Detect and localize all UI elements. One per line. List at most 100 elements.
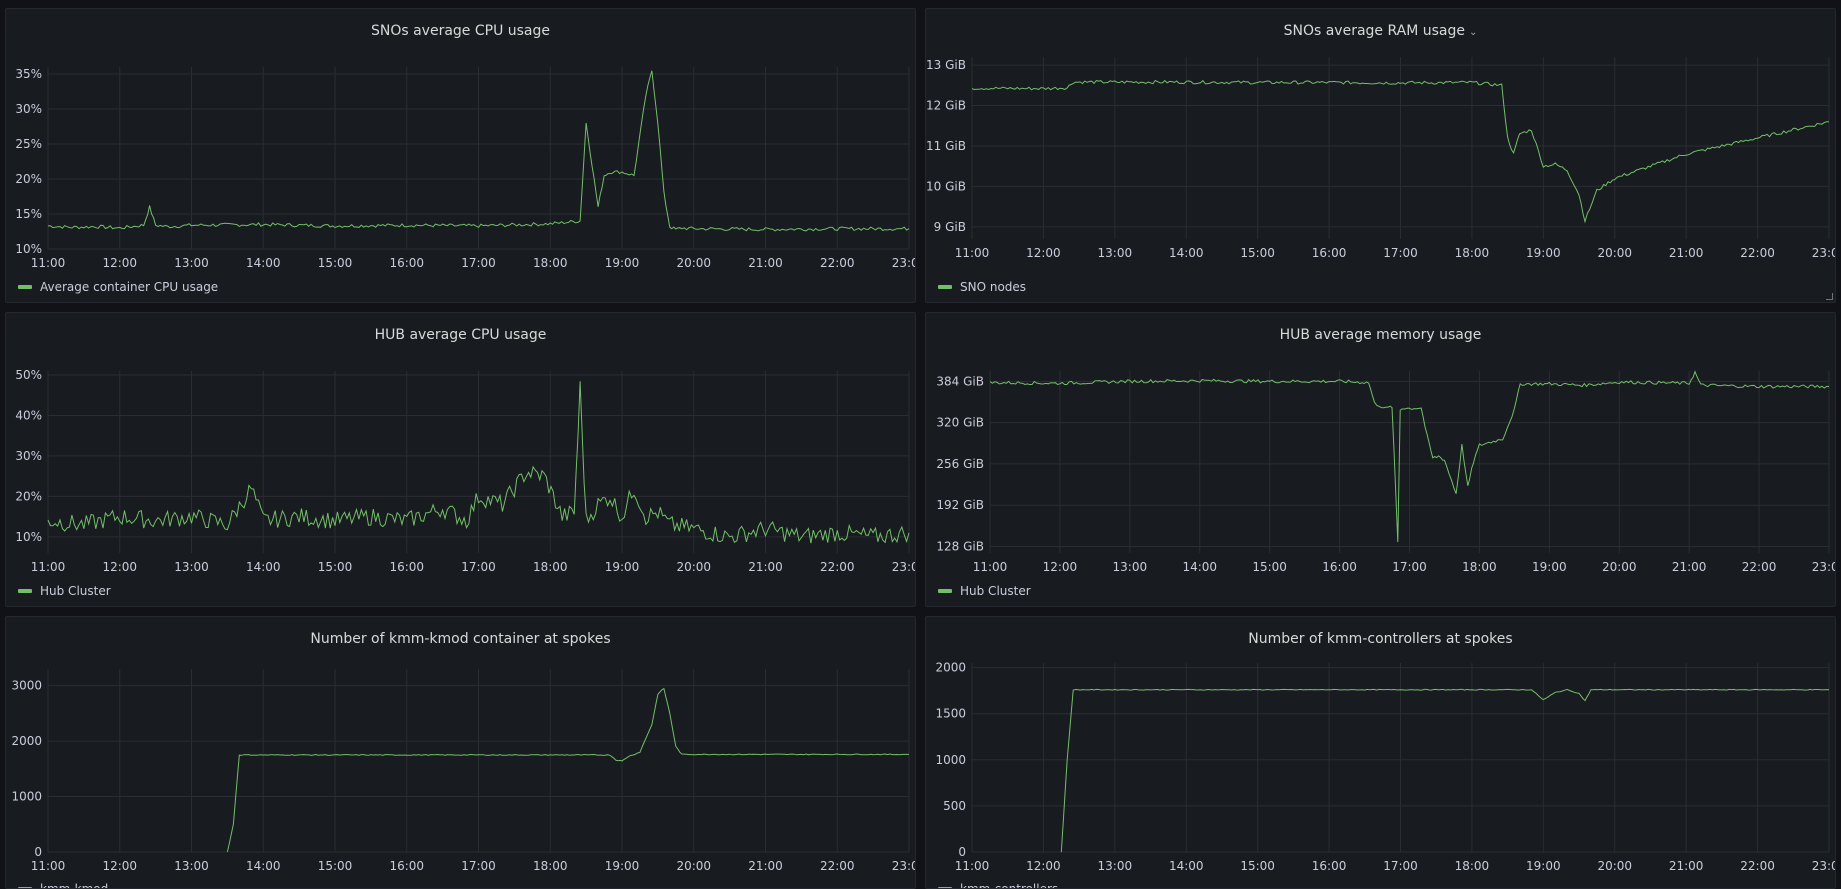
series-line [1060,688,1830,853]
x-tick-label: 16:00 [389,256,424,270]
panel-kmm-controllers[interactable]: Number of kmm-controllers at spokes 11:0… [925,616,1836,889]
y-tick-label: 320 GiB [936,416,984,430]
panel-kmm-kmod[interactable]: Number of kmm-kmod container at spokes 1… [5,616,916,889]
x-tick-label: 22:00 [820,256,855,270]
panel-snos-cpu[interactable]: SNOs average CPU usage 11:00 12:00 13:00 14… [5,8,916,303]
x-tick-label: 21:00 [1669,859,1704,873]
chart-snos-cpu: 11:00 12:00 13:00 14:00 15:00 16:00 17:00 18:00… [15,67,916,270]
x-tick-label: 11:00 [973,560,1008,574]
x-tick-label: 14:00 [246,560,281,574]
x-tick-label: 23:00 [892,560,916,574]
resize-handle[interactable] [1826,293,1833,300]
y-tick-label: 15% [15,207,42,221]
legend[interactable]: Average container CPU usage [18,280,218,294]
legend-label: Average container CPU usage [40,280,219,294]
legend[interactable]: Hub Cluster [938,584,1031,598]
y-tick-label: 25% [15,137,42,151]
x-tick-label: 12:00 [102,560,137,574]
x-tick-label: 18:00 [533,256,568,270]
x-tick-label: 20:00 [676,560,711,574]
legend[interactable]: kmm-controllers [938,882,1058,888]
legend-swatch [18,887,32,888]
x-tick-label: 12:00 [102,256,137,270]
x-tick-label: 23:00 [892,256,916,270]
x-tick-label: 17:00 [1383,859,1418,873]
panel-title[interactable]: SNOs average CPU usage [370,23,551,39]
x-tick-label: 15:00 [318,560,353,574]
x-tick-label: 15:00 [318,859,353,873]
x-tick-label: 12:00 [1043,560,1078,574]
x-tick-label: 20:00 [1602,560,1637,574]
x-tick-label: 16:00 [1312,246,1347,260]
legend[interactable]: Hub Cluster [18,584,111,598]
x-tick-label: 19:00 [605,560,640,574]
series-line [226,687,909,853]
x-tick-label: 23:00 [1812,560,1836,574]
legend[interactable]: SNO nodes [938,280,1026,294]
y-tick-label: 35% [15,67,42,81]
series-line [47,70,910,232]
y-tick-label: 192 GiB [936,498,984,512]
legend-swatch [938,285,952,289]
y-tick-label: 13 GiB [926,58,966,72]
y-tick-label: 10% [15,242,42,256]
y-tick-label: 384 GiB [936,374,984,388]
legend-label: Hub Cluster [960,584,1031,598]
x-tick-label: 16:00 [1322,560,1357,574]
x-tick-label: 21:00 [1672,560,1707,574]
x-tick-label: 11:00 [31,859,66,873]
panel-title[interactable]: HUB average memory usage [1279,327,1482,343]
chart-hub-memory: 11:00 12:00 13:00 14:00 15:00 16:00 17:00 18:00… [936,370,1836,574]
x-tick-label: 15:00 [318,256,353,270]
panel-title[interactable]: HUB average CPU usage [374,327,547,343]
series-line [971,79,1829,224]
y-tick-label: 10 GiB [926,179,966,193]
x-tick-label: 19:00 [1526,246,1561,260]
y-tick-label: 30% [15,449,42,463]
x-tick-label: 13:00 [1098,246,1133,260]
x-tick-label: 21:00 [1669,246,1704,260]
x-tick-label: 22:00 [1742,560,1777,574]
x-tick-label: 14:00 [246,256,281,270]
y-tick-label: 30% [15,102,42,116]
panel-hub-cpu[interactable]: HUB average CPU usage 11:00 12:00 13:00 14:… [5,312,916,607]
x-tick-label: 11:00 [31,256,66,270]
y-tick-label: 2000 [11,734,42,748]
chevron-down-icon[interactable]: ⌄ [1469,27,1478,38]
panel-title[interactable]: SNOs average RAM usage ⌄ [926,23,1835,39]
panel-snos-ram[interactable]: SNOs average RAM usage ⌄ 11:00 12:00 13:00 1… [925,8,1836,303]
legend-swatch [938,887,952,888]
y-tick-label: 0 [34,845,42,859]
x-tick-label: 12:00 [1026,859,1061,873]
panel-hub-memory[interactable]: HUB average memory usage 11:00 12:00 13:00… [925,312,1836,607]
x-tick-label: 14:00 [246,859,281,873]
legend-swatch [18,589,32,593]
x-tick-label: 22:00 [1740,859,1775,873]
legend-label: SNO nodes [960,280,1027,294]
x-tick-label: 13:00 [174,256,209,270]
x-tick-label: 14:00 [1169,246,1204,260]
legend[interactable]: kmm-kmod [18,882,108,888]
panel-title[interactable]: Number of kmm-kmod container at spokes [310,631,611,647]
x-tick-label: 18:00 [1462,560,1497,574]
chart-hub-cpu: 11:00 12:00 13:00 14:00 15:00 16:00 17:00 18:00… [15,368,916,574]
x-tick-label: 12:00 [1026,246,1061,260]
series-line [47,381,910,544]
x-tick-label: 18:00 [1455,859,1490,873]
x-tick-label: 13:00 [1098,859,1133,873]
y-tick-label: 2000 [935,661,966,675]
y-tick-label: 256 GiB [936,457,984,471]
panel-title[interactable]: Number of kmm-controllers at spokes [1248,631,1513,647]
x-tick-label: 22:00 [820,859,855,873]
x-tick-label: 19:00 [1526,859,1561,873]
y-tick-label: 3000 [11,679,42,693]
x-tick-label: 22:00 [1740,246,1775,260]
x-tick-label: 20:00 [1597,859,1632,873]
y-tick-label: 1000 [935,753,966,767]
x-tick-label: 15:00 [1252,560,1287,574]
y-tick-label: 128 GiB [936,540,984,554]
x-tick-label: 17:00 [461,560,496,574]
x-tick-label: 14:00 [1182,560,1217,574]
x-tick-label: 20:00 [1597,246,1632,260]
x-tick-label: 19:00 [605,256,640,270]
